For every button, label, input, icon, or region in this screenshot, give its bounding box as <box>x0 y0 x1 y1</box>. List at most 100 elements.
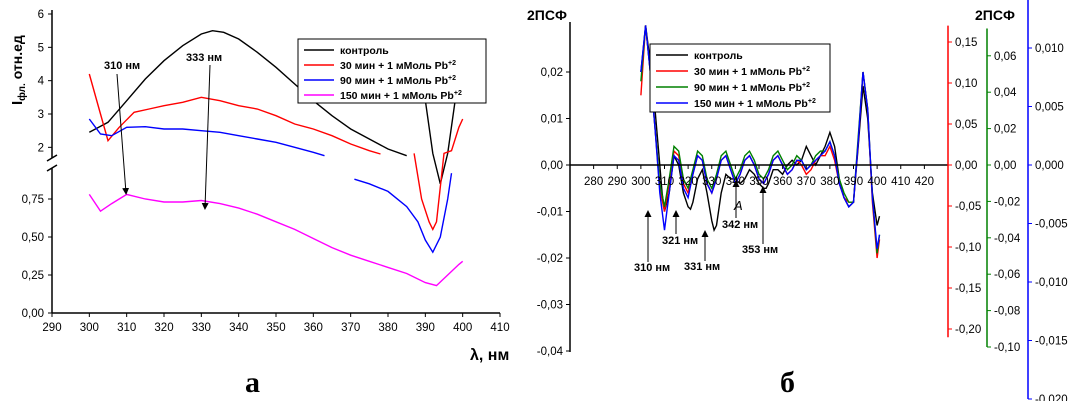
legend-sup: +2 <box>802 66 810 73</box>
legend-entry-2: 90 мин + 1 мМоль Pb+2 <box>694 82 810 94</box>
x-tick-label: 410 <box>490 322 509 334</box>
series-line-3-seg-0 <box>88 193 464 287</box>
y-tick-label-right-3: 0,010 <box>1035 43 1064 55</box>
panel-a-xlabel: λ, нм <box>470 347 509 364</box>
x-tick-label: 360 <box>304 322 323 334</box>
y-tick-label-left: 0,02 <box>541 67 563 79</box>
legend-sup: +2 <box>808 98 816 105</box>
annotation-arrow-310nm <box>116 73 130 195</box>
y-tick-label-left: 0,01 <box>541 114 563 126</box>
y-tick-label-right-3: -0,010 <box>1035 277 1068 289</box>
y-tick-label: 0,25 <box>22 270 44 282</box>
x-tick-label: 410 <box>891 176 910 188</box>
y-tick-label-right-3: -0,015 <box>1035 336 1068 348</box>
legend-entry-1: 30 мин + 1 мМоль Pb+2 <box>340 60 456 72</box>
x-tick-label: 310 <box>117 322 136 334</box>
x-tick-label: 330 <box>702 176 721 188</box>
x-tick-label: 340 <box>726 176 745 188</box>
panel-b-ylabel-left: 2ПСФ <box>527 7 567 23</box>
series-line-0-seg-0 <box>88 29 407 157</box>
x-tick-label: 370 <box>341 322 360 334</box>
y-tick-label-right-1: -0,15 <box>955 283 981 295</box>
y-tick-label-right-3: -0,005 <box>1035 219 1068 231</box>
y-tick-label: 2 <box>38 142 44 154</box>
panel-a-label: а <box>245 366 260 399</box>
y-tick-label-right-2: 0,02 <box>994 124 1016 136</box>
series-line-2-seg-0 <box>88 118 325 157</box>
x-tick-label: 340 <box>229 322 248 334</box>
panel-a-ylabel-suffix: отн.ед <box>9 35 25 83</box>
panel-a-ylabel-sub: фл. <box>16 83 28 101</box>
panel-b-label: б <box>780 366 795 399</box>
legend-sup: +2 <box>448 60 456 67</box>
y-tick-label-right-2: 0,06 <box>994 51 1016 63</box>
legend-entry-1: 30 мин + 1 мМоль Pb+2 <box>694 66 810 78</box>
annotation-342-нм: 342 нм <box>722 219 758 231</box>
annotation-310-нм: 310 нм <box>634 262 670 274</box>
x-tick-label: 300 <box>80 322 99 334</box>
panel-b-legend: контроль 30 мин + 1 мМоль Pb+2 90 мин + 1 … <box>649 43 831 113</box>
y-tick-label: 0,50 <box>22 232 44 244</box>
x-tick-label: 390 <box>844 176 863 188</box>
annotation-a: A <box>733 198 743 213</box>
x-tick-label: 380 <box>820 176 839 188</box>
legend-entry-3: 150 мин + 1 мМоль Pb+2 <box>694 98 816 110</box>
legend-label: 90 мин + 1 мМоль Pb <box>694 82 802 94</box>
legend-sup: +2 <box>802 82 810 89</box>
y-tick-label: 0,00 <box>22 308 44 320</box>
legend-sup: +2 <box>454 90 462 97</box>
x-tick-label: 390 <box>416 322 435 334</box>
y-tick-label-right-2: -0,10 <box>994 342 1020 354</box>
y-tick-label-right-1: 0,10 <box>955 78 977 90</box>
legend-label: контроль <box>694 50 743 62</box>
x-tick-label: 280 <box>584 176 603 188</box>
legend-label: 30 мин + 1 мМоль Pb <box>340 60 448 72</box>
x-tick-label: 350 <box>749 176 768 188</box>
x-tick-label: 320 <box>154 322 173 334</box>
panel-b-ylabel-right: 2ПСФ <box>975 7 1015 23</box>
x-tick-label: 370 <box>797 176 816 188</box>
panel-a-ylabel: Iфл. отн.ед <box>9 35 28 105</box>
panel-b-annotations: 310 нм 321 нм 331 нм 342 нм 353 нм A <box>634 180 778 274</box>
panel-b: 280 290 300 310 320 330 340 350 360 370 380 390 400 4… <box>527 0 1068 401</box>
y-tick-label-right-1: -0,05 <box>955 201 981 213</box>
series-line-0-seg-1 <box>424 100 456 184</box>
y-tick-label-right-3: -0,020 <box>1035 394 1068 401</box>
y-tick-label-right-2: 0,04 <box>994 87 1017 99</box>
y-tick-label-right-1: -0,10 <box>955 242 981 254</box>
y-tick-label-left: -0,03 <box>537 300 563 312</box>
annotation-333nm: 333 нм <box>186 52 222 64</box>
y-tick-label-left: -0,02 <box>537 253 563 265</box>
y-tick-label-right-2: -0,02 <box>994 196 1020 208</box>
series-line-2-seg-1 <box>354 173 453 254</box>
x-tick-label: 400 <box>868 176 887 188</box>
x-tick-label: 350 <box>266 322 285 334</box>
y-tick-label-left: -0,01 <box>537 207 563 219</box>
x-tick-label: 290 <box>42 322 61 334</box>
panel-a-series <box>88 29 464 287</box>
legend-entry-0: контроль <box>694 50 743 62</box>
y-tick-label: 6 <box>38 9 44 21</box>
legend-sup: +2 <box>448 75 456 82</box>
legend-label: 150 мин + 1 мМоль Pb <box>694 98 808 110</box>
x-tick-label: 320 <box>679 176 698 188</box>
panel-a-ticks: 290 300 310 320 330 340 350 360 370 380 390 400 410 2… <box>22 9 510 334</box>
y-tick-label-right-3: 0,005 <box>1035 102 1064 114</box>
panel-a-annotations: 310 нм 333 нм <box>104 52 222 210</box>
y-tick-label-right-1: -0,20 <box>955 324 981 336</box>
legend-entry-0: контроль <box>340 45 389 57</box>
x-tick-label: 330 <box>192 322 211 334</box>
panel-a: 290 300 310 320 330 340 350 360 370 380 390 400 410 2… <box>9 9 510 399</box>
y-tick-label-right-2: -0,04 <box>994 233 1021 245</box>
series-line-1-seg-0 <box>88 73 381 155</box>
x-tick-label: 290 <box>608 176 627 188</box>
y-tick-label: 4 <box>38 76 45 88</box>
annotation-353-нм: 353 нм <box>742 244 778 256</box>
y-tick-label: 0,75 <box>22 194 44 206</box>
y-tick-label-right-1: 0,15 <box>955 37 977 49</box>
legend-label: 90 мин + 1 мМоль Pb <box>340 75 448 87</box>
legend-entry-2: 90 мин + 1 мМоль Pb+2 <box>340 75 456 87</box>
axis-break-mark-1 <box>46 154 58 162</box>
